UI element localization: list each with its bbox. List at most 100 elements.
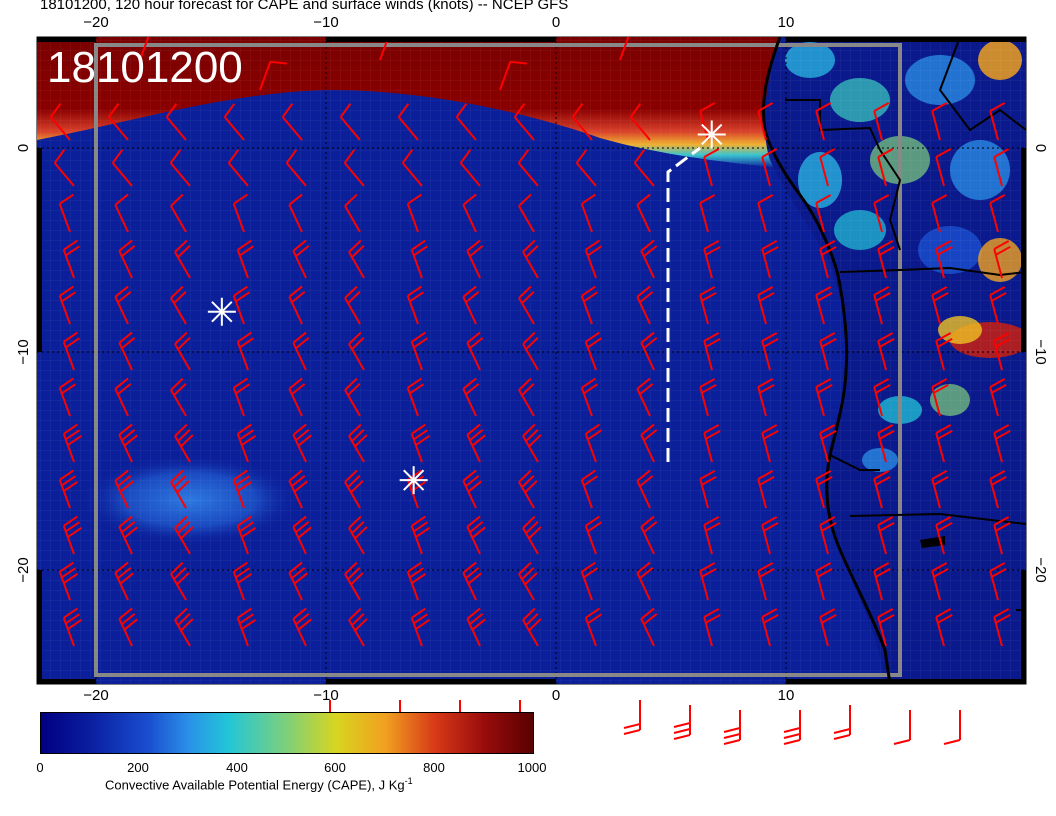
wind-barb — [877, 516, 895, 555]
wind-barb — [259, 60, 287, 91]
wind-barb — [815, 102, 832, 141]
wind-barb — [58, 377, 77, 417]
wind-barbs — [49, 37, 1011, 647]
wind-barb — [629, 103, 651, 141]
wind-barb — [466, 515, 486, 555]
wind-barb — [819, 608, 837, 647]
map-title: 18101200, 120 hour forecast for CAPE and… — [40, 0, 569, 13]
wind-barb — [348, 239, 365, 279]
wind-barb — [522, 515, 542, 555]
wind-barb — [348, 331, 365, 371]
wind-barb — [462, 469, 482, 509]
wind-barb — [873, 194, 890, 233]
wind-barb — [757, 378, 775, 417]
wind-barb — [58, 561, 79, 601]
wind-barb — [410, 515, 431, 555]
y-tick-right-1: 0 — [1032, 144, 1049, 152]
wind-barb — [993, 332, 1011, 371]
wind-barb — [58, 285, 77, 325]
wind-barb — [232, 377, 251, 417]
colorbar-tick-1000: 1000 — [517, 760, 547, 775]
wind-barb — [344, 469, 364, 509]
wind-barb — [761, 240, 779, 279]
wind-barb — [410, 423, 431, 463]
wind-barb — [62, 515, 83, 555]
wind-barb — [636, 193, 651, 233]
wind-barb — [344, 377, 361, 417]
wind-barb — [466, 607, 486, 647]
wind-barb — [513, 103, 535, 141]
wind-barb — [285, 149, 307, 187]
wind-barb — [522, 423, 542, 463]
wind-barb — [232, 561, 253, 601]
x-tick-top-2: −10 — [313, 14, 338, 31]
x-tick-top-4: 10 — [778, 14, 795, 31]
wind-barb — [139, 37, 152, 61]
colorbar-tick-800: 800 — [423, 760, 445, 775]
wind-barb — [288, 377, 306, 417]
wind-barb — [462, 285, 480, 325]
x-axis-bottom: −20 −10 0 10 — [83, 687, 794, 704]
wind-barb — [993, 148, 1010, 187]
wind-barb — [517, 149, 539, 187]
wind-barb — [170, 561, 190, 601]
wind-barb — [344, 193, 361, 233]
wind-barb — [288, 193, 303, 233]
wind-barb — [819, 424, 837, 463]
wind-barb — [584, 607, 603, 647]
wind-barb — [783, 710, 801, 745]
wind-barb — [174, 239, 191, 279]
wind-barb — [118, 239, 136, 279]
timestamp-stamp: 18101200 — [47, 43, 243, 92]
wind-barb — [53, 149, 75, 187]
wind-barb — [893, 710, 911, 745]
wind-barb — [174, 423, 194, 463]
wind-barb — [757, 102, 774, 141]
wind-barb — [640, 515, 658, 555]
wind-barb — [118, 607, 138, 647]
wind-barb — [343, 149, 365, 187]
wind-barb — [703, 148, 720, 187]
wind-barb — [815, 194, 832, 233]
wind-barb — [174, 607, 194, 647]
y-tick-right-2: −10 — [1032, 339, 1049, 364]
wind-barb — [989, 194, 1006, 233]
wind-barb — [640, 607, 658, 647]
wind-barb — [118, 331, 136, 371]
wind-barb — [636, 285, 654, 325]
wind-barb — [522, 331, 539, 371]
colorbar-tick-400: 400 — [226, 760, 248, 775]
wind-barb — [757, 194, 774, 233]
wind-barb — [757, 286, 775, 325]
wind-barb — [462, 561, 482, 601]
wind-barb — [288, 285, 306, 325]
wind-barb — [227, 149, 249, 187]
wind-barb — [236, 607, 257, 647]
wind-barb — [518, 285, 535, 325]
wind-barb — [703, 516, 721, 555]
wind-barb — [580, 193, 596, 233]
wind-barb — [58, 469, 79, 509]
y-tick-left-1: 0 — [15, 144, 32, 152]
lake-symbol — [920, 536, 945, 548]
wind-barb — [232, 193, 248, 233]
wind-barb — [761, 516, 779, 555]
wind-barb — [640, 239, 658, 279]
wind-barb — [571, 103, 593, 141]
wind-barb — [873, 470, 891, 509]
wind-barb — [993, 424, 1011, 463]
wind-barb — [62, 607, 83, 647]
wind-barb — [877, 240, 895, 279]
x-tick-bottom-2: −10 — [313, 687, 338, 704]
x-axis-top: −20 −10 0 10 — [83, 14, 794, 31]
wind-barb — [466, 423, 486, 463]
frame-tick-bars — [37, 37, 1026, 684]
wind-barb — [935, 424, 953, 463]
wind-barb — [699, 470, 717, 509]
wind-barb — [819, 332, 837, 371]
wind-barb — [935, 516, 953, 555]
x-tick-bottom-3: 0 — [552, 687, 560, 704]
wind-barb — [640, 423, 658, 463]
wind-barb — [62, 331, 81, 371]
wind-barb — [993, 516, 1011, 555]
